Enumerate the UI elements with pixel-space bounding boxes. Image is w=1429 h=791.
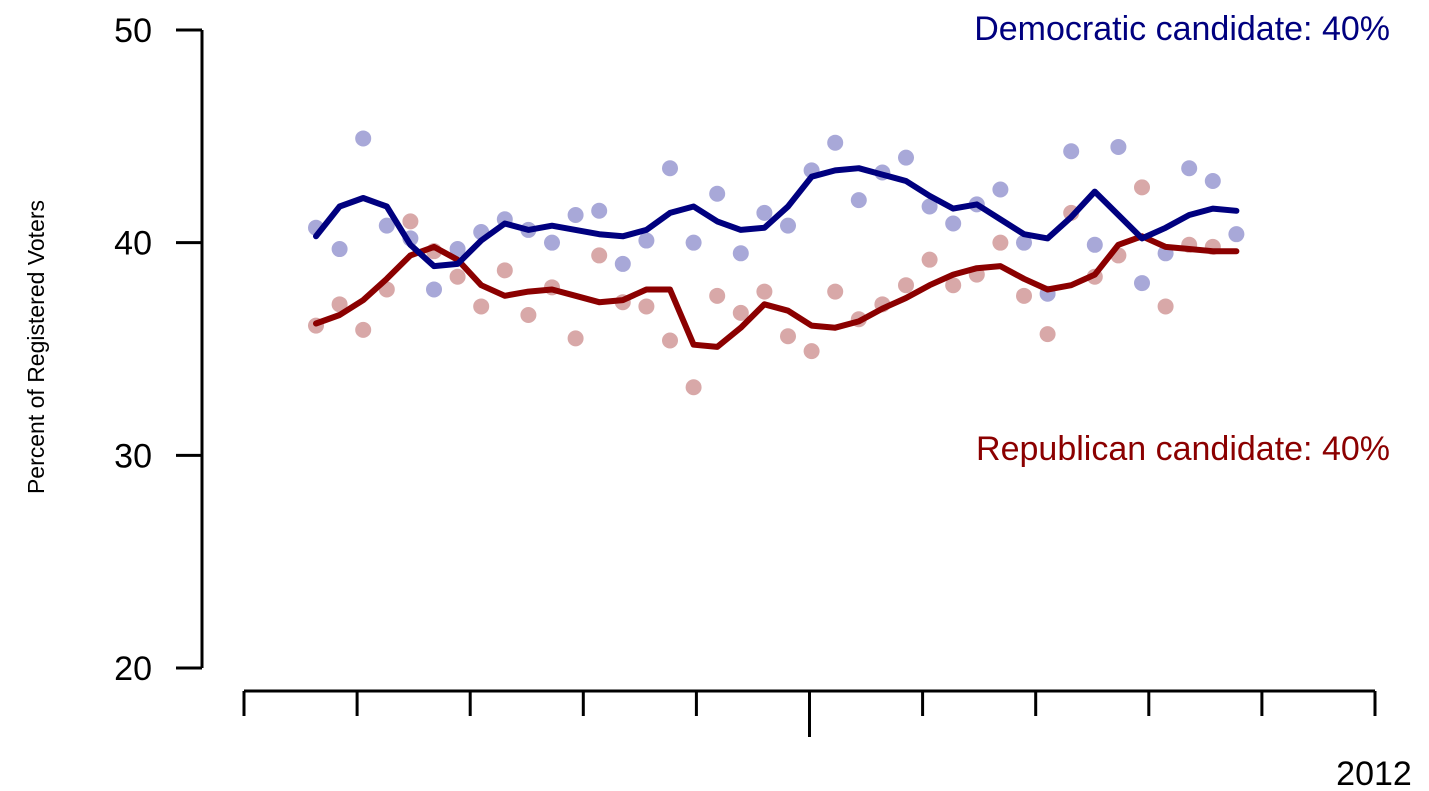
dem-point bbox=[378, 217, 395, 234]
rep-point bbox=[780, 328, 796, 345]
dem-point bbox=[827, 134, 844, 151]
dem-point bbox=[614, 255, 631, 272]
dem-point bbox=[426, 281, 442, 298]
rep-point bbox=[496, 262, 513, 279]
dem-point bbox=[1204, 172, 1221, 189]
rep-point bbox=[827, 283, 844, 300]
dem-point bbox=[1134, 275, 1150, 292]
dem-trend-line bbox=[313, 165, 1240, 270]
rep-point bbox=[473, 298, 490, 315]
rep-point bbox=[449, 268, 466, 285]
rep-point bbox=[756, 283, 773, 300]
dem-point bbox=[449, 241, 466, 258]
dem-point bbox=[1228, 226, 1245, 243]
dem-point bbox=[709, 185, 726, 202]
rep-point bbox=[685, 379, 702, 396]
y-axis: 20 30 40 50 bbox=[114, 12, 204, 688]
democratic-annotation: Democratic candidate: 40% bbox=[974, 10, 1390, 48]
y-tick-label-50: 50 bbox=[114, 12, 152, 50]
dem-point bbox=[850, 192, 867, 209]
dem-point bbox=[1181, 160, 1198, 177]
dem-point bbox=[780, 217, 796, 234]
rep-point bbox=[567, 330, 584, 347]
y-tick-label-20: 20 bbox=[114, 650, 152, 688]
dem-point bbox=[945, 215, 962, 232]
rep-point bbox=[1016, 287, 1032, 304]
rep-point bbox=[992, 234, 1009, 251]
rep-trend-line bbox=[313, 233, 1240, 350]
dem-point bbox=[1063, 143, 1080, 160]
rep-point bbox=[662, 332, 678, 349]
dem-point bbox=[567, 207, 584, 224]
y-tick-label-30: 30 bbox=[114, 437, 152, 475]
dem-point bbox=[544, 234, 560, 251]
dem-point bbox=[921, 198, 938, 215]
rep-point bbox=[1134, 179, 1150, 196]
dem-point bbox=[1016, 234, 1032, 251]
dem-point bbox=[732, 245, 749, 262]
rep-point bbox=[709, 287, 726, 304]
rep-point bbox=[732, 304, 749, 321]
rep-point bbox=[638, 298, 655, 315]
rep-point bbox=[803, 343, 820, 360]
rep-point bbox=[898, 277, 914, 294]
dem-point bbox=[638, 232, 655, 249]
x-axis bbox=[242, 689, 1377, 737]
dem-point bbox=[992, 181, 1009, 198]
dem-point bbox=[591, 202, 608, 219]
y-axis-label: Percent of Registered Voters bbox=[23, 200, 49, 494]
rep-point bbox=[921, 251, 938, 268]
dem-point bbox=[662, 160, 678, 177]
dem-point bbox=[331, 241, 348, 258]
rep-point bbox=[591, 247, 608, 264]
rep-point bbox=[1157, 298, 1174, 315]
y-tick-label-40: 40 bbox=[114, 225, 152, 263]
dem-point bbox=[355, 130, 372, 147]
rep-point bbox=[402, 213, 419, 230]
dem-point bbox=[756, 204, 773, 221]
x-year-label: 2012 bbox=[1336, 755, 1412, 791]
rep-point bbox=[355, 321, 372, 338]
rep-point bbox=[1039, 326, 1056, 343]
dem-point bbox=[898, 149, 914, 166]
dem-point bbox=[1086, 236, 1103, 253]
trend-lines bbox=[313, 165, 1240, 350]
rep-point bbox=[331, 296, 348, 313]
dem-point bbox=[1110, 138, 1127, 155]
dem-point bbox=[685, 234, 702, 251]
republican-annotation: Republican candidate: 40% bbox=[976, 430, 1390, 468]
rep-point bbox=[520, 306, 537, 323]
rep-point bbox=[945, 277, 962, 294]
